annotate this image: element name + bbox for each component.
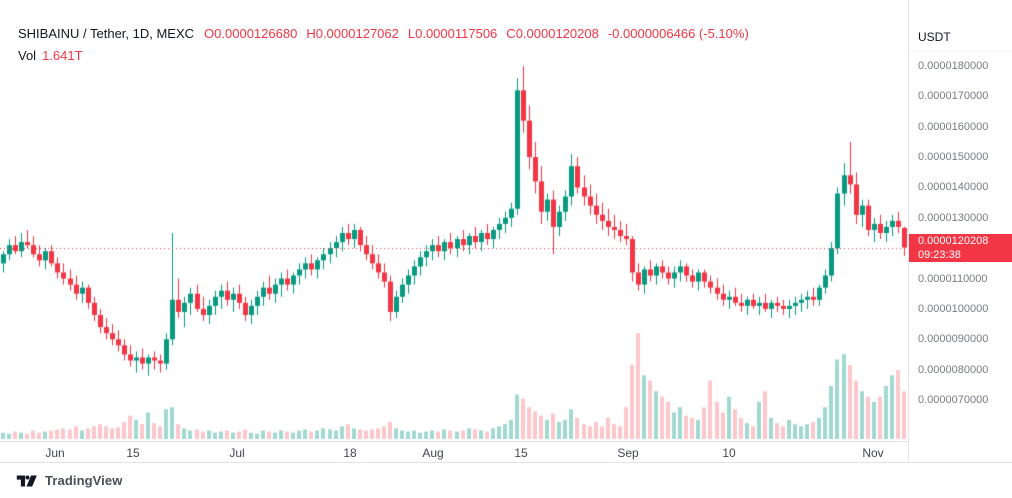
high-value: 0.0000127062 <box>315 26 399 41</box>
price-axis-header <box>909 0 1012 52</box>
open-label: O <box>204 26 215 41</box>
legend-row-symbol: SHIBAINU / Tether, 1D, MEXC O0.0000126680… <box>18 26 749 41</box>
chart-legend: SHIBAINU / Tether, 1D, MEXC O0.0000126680… <box>18 26 749 63</box>
time-axis-label: 18 <box>343 446 357 460</box>
time-axis-label: 15 <box>126 446 140 460</box>
ohlc-values: O0.0000126680 H0.0000127062 L0.0000117506 C… <box>204 26 749 41</box>
price-axis-label: 0.0000130000 <box>918 211 989 224</box>
price-axis-label: 0.0000140000 <box>918 181 989 194</box>
open-value: 0.0000126680 <box>214 26 298 41</box>
current-price-badge: 0.0000120208 09:23:38 <box>909 233 1012 262</box>
time-axis-label: 10 <box>722 446 736 460</box>
time-axis-label: Nov <box>862 446 884 460</box>
time-axis-label: Jun <box>45 446 65 460</box>
close-value: 0.0000120208 <box>515 26 599 41</box>
high-label: H <box>306 26 316 41</box>
legend-row-volume: Vol 1.641T <box>18 48 749 63</box>
low-value: 0.0000117506 <box>415 26 498 41</box>
price-axis-label: 0.0000070000 <box>918 394 989 406</box>
price-axis-label: 0.0000150000 <box>918 151 989 164</box>
time-axis-label: Sep <box>617 446 639 460</box>
price-axis-label: 0.0000090000 <box>918 333 989 346</box>
price-axis-label: 0.0000170000 <box>918 90 989 103</box>
close-label: C <box>506 26 516 41</box>
time-axis-label: Jul <box>229 446 245 460</box>
symbol-title[interactable]: SHIBAINU / Tether, 1D, MEXC <box>18 26 195 41</box>
price-axis-label: 0.0000110000 <box>918 272 988 285</box>
volume-value: 1.641T <box>42 48 83 63</box>
tradingview-wordmark: TradingView <box>45 473 123 488</box>
time-axis-label: Aug <box>422 446 444 460</box>
attribution-bar: TradingView <box>0 462 1012 498</box>
quote-currency-label: USDT <box>918 30 951 44</box>
price-axis-label: 0.0000080000 <box>918 363 989 376</box>
tradingview-logo-icon <box>16 473 38 489</box>
time-axis[interactable]: Jun 15 Jul 18 Aug 15 Sep 10 Nov <box>0 441 1012 462</box>
low-label: L <box>407 26 416 41</box>
bar-countdown: 09:23:38 <box>918 248 961 261</box>
price-axis-label: 0.0000160000 <box>918 120 989 133</box>
price-axis-label: 0.0000180000 <box>918 60 989 72</box>
change-value: -0.0000006466 (-5.10%) <box>607 26 749 41</box>
price-axis-label: 0.0000100000 <box>918 302 989 315</box>
time-axis-label: 15 <box>514 446 528 460</box>
price-axis[interactable]: USDT 0.0000180000 0.0000170000 0.000016000… <box>908 0 1012 462</box>
volume-label: Vol <box>18 48 37 63</box>
current-price-value: 0.0000120208 <box>918 234 989 247</box>
tradingview-link[interactable]: TradingView <box>16 473 122 489</box>
